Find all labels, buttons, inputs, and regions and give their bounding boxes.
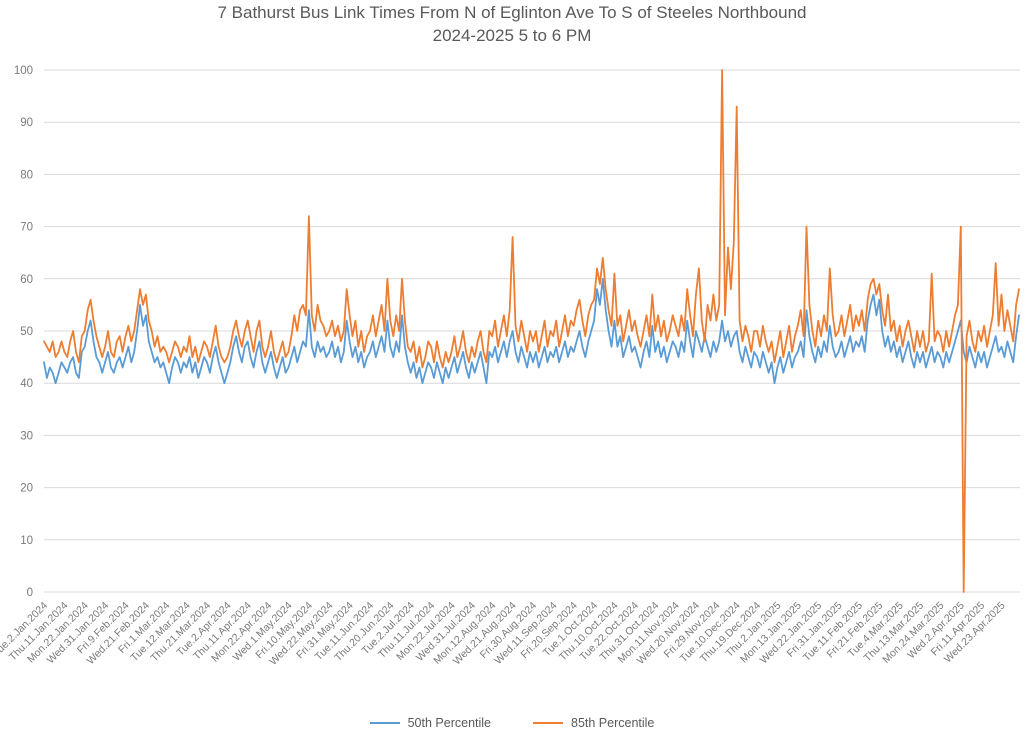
chart-title-line1: 7 Bathurst Bus Link Times From N of Egli… — [217, 3, 807, 22]
chart-title: 7 Bathurst Bus Link Times From N of Egli… — [0, 2, 1024, 48]
legend-line-swatch-50th — [369, 722, 400, 724]
y-axis-tick-label: 90 — [20, 117, 33, 129]
legend-line-swatch-85th — [533, 722, 563, 724]
chart-title-line2: 2024-2025 5 to 6 PM — [432, 25, 592, 45]
legend-label-85th: 85th Percentile — [571, 716, 655, 730]
y-axis-tick-label: 0 — [27, 587, 33, 599]
series-line-50th-percentile — [43, 277, 1020, 385]
y-axis-tick-label: 20 — [20, 483, 33, 495]
legend-item-50th-percentile: 50th Percentile — [369, 716, 491, 730]
series-line-85th-percentile — [43, 69, 1020, 593]
y-axis-tick-label: 80 — [20, 169, 33, 181]
legend-item-85th-percentile: 85th Percentile — [533, 716, 654, 730]
y-axis-tick-label: 50 — [20, 326, 33, 338]
y-axis-tick-label: 100 — [14, 65, 33, 77]
legend: 50th Percentile 85th Percentile — [0, 716, 1024, 730]
y-axis-tick-label: 10 — [20, 535, 33, 547]
y-axis-tick-label: 70 — [20, 222, 33, 234]
y-axis-tick-label: 60 — [20, 274, 33, 286]
legend-label-50th: 50th Percentile — [407, 716, 491, 730]
y-axis-tick-label: 30 — [20, 430, 33, 442]
y-axis-tick-label: 40 — [20, 378, 33, 390]
